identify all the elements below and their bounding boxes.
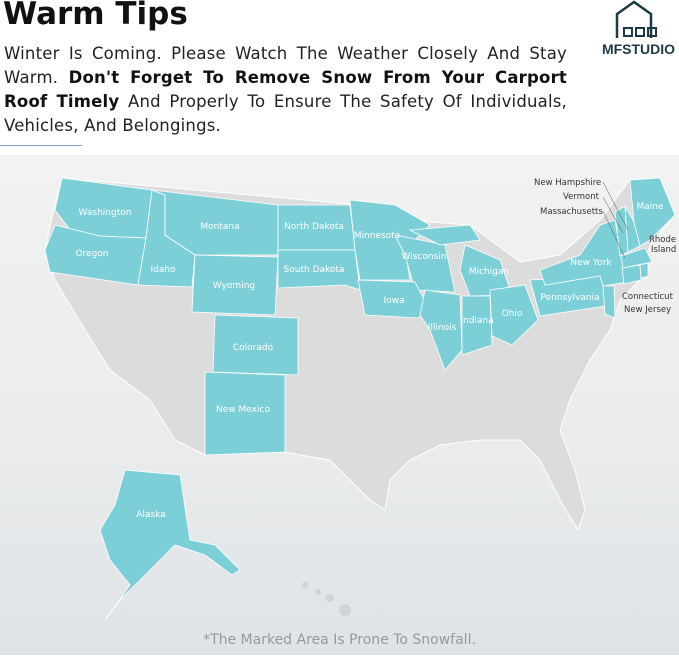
state-maine: [629, 177, 676, 247]
label-minnesota: Minnesota: [354, 231, 400, 241]
state-illinois: [419, 289, 463, 371]
state-alaska: [99, 469, 241, 621]
us-snowfall-map: Washington Oregon Idaho Montana Wyoming …: [0, 155, 679, 655]
state-connecticut: [621, 264, 642, 285]
label-south-dakota: South Dakota: [284, 265, 345, 275]
divider: [0, 145, 82, 146]
label-new-mexico: New Mexico: [216, 405, 270, 415]
label-indiana: Indiana: [460, 316, 493, 326]
label-iowa: Iowa: [383, 296, 404, 306]
label-wisconsin: Wisconsin: [402, 252, 447, 262]
state-michigan-up: [408, 224, 481, 246]
intro-bold: Don't Forget To Remove Snow From Your Ca…: [4, 68, 567, 111]
label-wyoming: Wyoming: [213, 281, 255, 291]
label-alaska: Alaska: [136, 510, 165, 520]
label-washington: Washington: [79, 208, 132, 218]
state-new-mexico: [204, 371, 286, 456]
state-new-jersey: [602, 285, 616, 319]
intro-text: Winter Is Coming. Please Watch The Weath…: [4, 42, 567, 138]
label-new-york: New York: [570, 258, 612, 268]
label-montana: Montana: [200, 222, 239, 232]
state-wyoming: [191, 254, 279, 316]
label-ohio: Ohio: [502, 309, 523, 319]
callout-new-hampshire: New Hampshire: [534, 178, 601, 188]
logo-text: MFSTUDIO: [601, 41, 676, 57]
callout-rhode-island-1: Rhode: [649, 235, 676, 245]
house-logo-icon: [615, 0, 657, 38]
callout-new-jersey: New Jersey: [624, 305, 671, 315]
label-oregon: Oregon: [75, 249, 108, 259]
label-idaho: Idaho: [150, 265, 176, 275]
intro-part1: Winter Is Coming. Please Watch The Weath…: [4, 44, 567, 87]
state-ohio: [489, 284, 539, 346]
state-colorado: [212, 314, 299, 376]
label-michigan: Michigan: [469, 267, 509, 277]
callout-connecticut: Connecticut: [622, 292, 674, 302]
intro-part2: And Properly To Ensure The Safety Of Ind…: [4, 92, 567, 135]
hawaii-islands: [302, 582, 351, 616]
label-north-dakota: North Dakota: [284, 222, 344, 232]
state-massachusetts: [620, 247, 653, 269]
page-title: Warm Tips: [3, 0, 188, 32]
label-illinois: Illinois: [428, 323, 457, 333]
label-pennsylvania: Pennsylvania: [540, 293, 599, 303]
label-maine: Maine: [636, 202, 663, 212]
callout-rhode-island-2: Island: [651, 245, 676, 255]
map-caption: *The Marked Area Is Prone To Snowfall.: [203, 632, 476, 648]
callout-massachusetts: Massachusetts: [540, 207, 603, 217]
brand-logo: MFSTUDIO: [598, 0, 679, 60]
label-colorado: Colorado: [233, 343, 274, 353]
callout-vermont: Vermont: [563, 192, 600, 202]
state-south-dakota: [277, 249, 361, 291]
state-new-york: [539, 219, 629, 287]
state-rhode-island: [639, 262, 649, 279]
